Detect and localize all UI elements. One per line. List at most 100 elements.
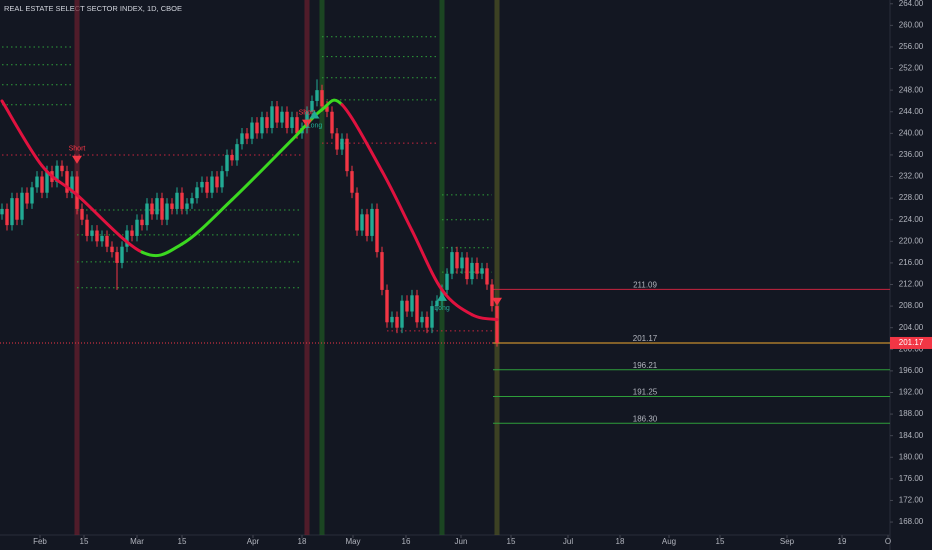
level-label: 201.17 — [633, 334, 658, 343]
candle-body — [420, 316, 424, 323]
x-tick-label: 18 — [616, 537, 625, 546]
x-tick-label: 19 — [838, 537, 847, 546]
x-tick-label: 16 — [402, 537, 411, 546]
candle-body — [355, 192, 359, 231]
candle-body — [220, 171, 224, 188]
y-tick-label: 228.00 — [899, 193, 924, 202]
y-tick-label: 256.00 — [899, 42, 924, 51]
candle-body — [285, 111, 289, 128]
signal-band — [319, 0, 325, 535]
candle-body — [495, 306, 499, 343]
candle-body — [345, 138, 349, 172]
y-tick-label: 224.00 — [899, 215, 924, 224]
candle-body — [115, 252, 119, 263]
candle-body — [65, 171, 69, 193]
candle-body — [430, 306, 434, 328]
candle-body — [205, 181, 209, 193]
candle-body — [390, 316, 394, 323]
y-tick-label: 188.00 — [899, 409, 924, 418]
candle-body — [245, 133, 249, 139]
candle-body — [120, 246, 124, 263]
y-tick-label: 196.00 — [899, 366, 924, 375]
x-tick-label: 15 — [80, 537, 89, 546]
candle-body — [25, 192, 29, 204]
signal-label: Long — [307, 122, 323, 129]
candle-body — [385, 289, 389, 323]
indicator-line — [75, 193, 144, 254]
y-tick-label: 264.00 — [899, 0, 924, 8]
candle-body — [370, 208, 374, 236]
x-tick-label: Feb — [33, 537, 47, 546]
candle-body — [445, 273, 449, 290]
y-tick-label: 252.00 — [899, 64, 924, 73]
x-tick-label: Aug — [662, 537, 676, 546]
candle-body — [310, 100, 314, 112]
x-tick-label: 15 — [178, 537, 187, 546]
indicator-line — [410, 229, 444, 292]
candle-body — [35, 176, 39, 188]
candle-body — [175, 192, 179, 209]
level-label: 186.30 — [633, 414, 658, 423]
candle-body — [165, 203, 169, 220]
candle-body — [255, 122, 259, 134]
indicator-line — [40, 164, 79, 197]
candle-body — [365, 214, 369, 236]
y-tick-label: 248.00 — [899, 85, 924, 94]
candle-body — [470, 262, 474, 280]
candle-body — [460, 257, 464, 269]
candle-body — [60, 165, 64, 172]
candle-body — [150, 203, 154, 215]
candle-body — [360, 214, 364, 231]
signal-marker — [302, 119, 312, 128]
candle-body — [160, 198, 164, 220]
candle-body — [410, 295, 414, 312]
signal-band — [304, 0, 310, 535]
candle-body — [260, 117, 264, 134]
y-tick-label: 208.00 — [899, 301, 924, 310]
candle-body — [415, 295, 419, 323]
signal-band — [494, 0, 500, 535]
indicator-line — [380, 169, 414, 233]
y-tick-label: 220.00 — [899, 236, 924, 245]
candle-body — [20, 192, 24, 220]
indicator-line — [230, 138, 294, 202]
candle-body — [190, 198, 194, 204]
candle-body — [0, 208, 4, 215]
chart-title: REAL ESTATE SELECT SECTOR INDEX, 1D, CBO… — [4, 4, 182, 13]
signal-marker — [492, 297, 502, 306]
candle-body — [90, 230, 94, 236]
candle-body — [155, 198, 159, 215]
signal-label: Short — [299, 109, 316, 116]
x-tick-label: Jun — [455, 537, 468, 546]
signal-band — [74, 0, 80, 535]
candle-body — [320, 90, 324, 107]
candle-body — [5, 208, 9, 226]
candle-body — [55, 165, 59, 182]
candle-body — [270, 106, 274, 128]
candle-body — [485, 268, 489, 285]
signal-band — [439, 0, 445, 535]
y-tick-label: 232.00 — [899, 172, 924, 181]
signal-marker — [309, 110, 320, 119]
x-tick-label: 15 — [716, 537, 725, 546]
x-tick-label: Apr — [247, 537, 260, 546]
y-tick-label: 204.00 — [899, 323, 924, 332]
y-tick-label: 168.00 — [899, 517, 924, 526]
level-label: 211.09 — [633, 281, 657, 290]
indicator-line — [0, 99, 44, 168]
candle-body — [295, 117, 299, 134]
candle-body — [125, 230, 129, 247]
y-tick-label: 260.00 — [899, 20, 924, 29]
level-label: 196.21 — [633, 361, 658, 370]
level-label: 191.25 — [633, 388, 658, 397]
candle-body — [400, 300, 404, 328]
candle-body — [140, 219, 144, 226]
candle-body — [105, 235, 109, 247]
candle-body — [375, 208, 379, 253]
candle-body — [135, 219, 139, 236]
candle-body — [100, 235, 104, 242]
candle-body — [145, 203, 149, 226]
candle-body — [315, 90, 319, 101]
y-tick-label: 236.00 — [899, 150, 924, 159]
